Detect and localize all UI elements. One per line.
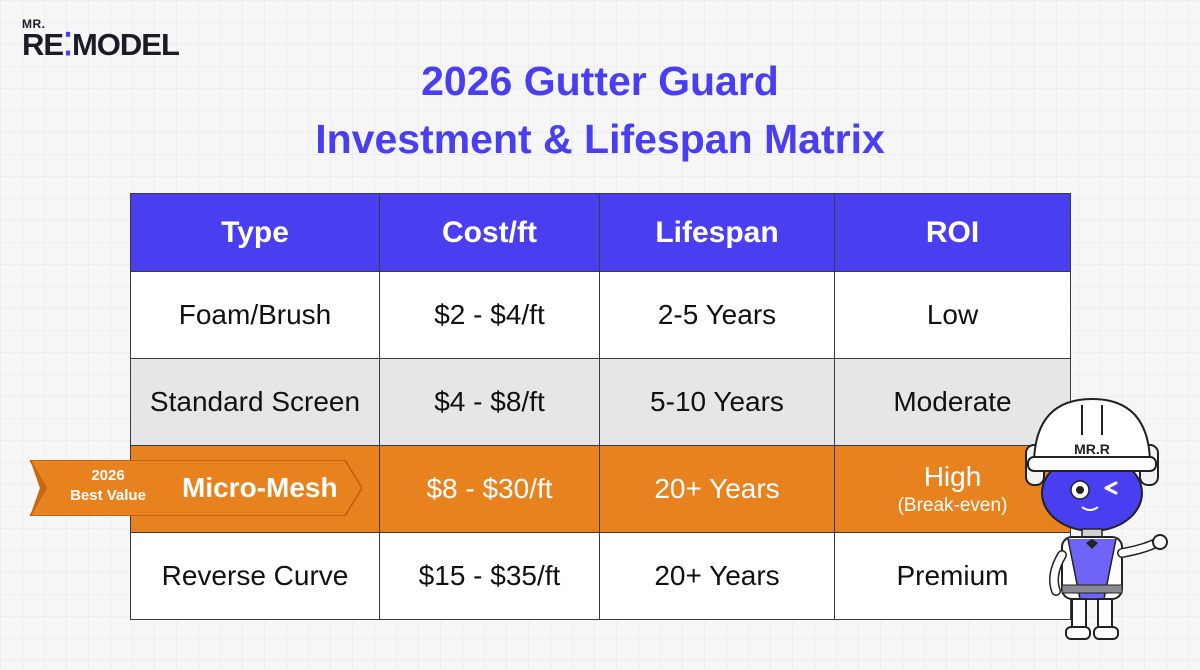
header-type: Type [130, 193, 380, 272]
table-header-row: Type Cost/ft Lifespan ROI [130, 193, 1071, 272]
logo-wordmark-end: MODEL [71, 27, 180, 62]
page-title-line1: 2026 Gutter Guard [421, 58, 779, 104]
mascot-robot-svg: MR.R [1025, 397, 1168, 640]
cell-roi-note: (Break-even) [897, 495, 1008, 516]
logo: MR. RE⁚MODEL [22, 17, 180, 62]
table-row: Standard Screen $4 - $8/ft 5-10 Years Mo… [130, 358, 1071, 446]
cell-roi: Moderate [834, 358, 1071, 446]
page-title-line2: Investment & Lifespan Matrix [315, 116, 885, 162]
cell-lifespan: 5-10 Years [599, 358, 835, 446]
table-row: Foam/Brush $2 - $4/ft 2-5 Years Low [130, 271, 1071, 359]
best-value-ribbon: 2026 Best Value Micro-Mesh [30, 460, 362, 516]
cell-lifespan: 2-5 Years [599, 271, 835, 359]
header-lifespan: Lifespan [599, 193, 835, 272]
cell-cost: $8 - $30/ft [379, 445, 600, 533]
ribbon-shape [30, 460, 362, 516]
cell-roi: High (Break-even) [834, 445, 1071, 533]
table-row: Reverse Curve $15 - $35/ft 20+ Years Pre… [130, 532, 1071, 620]
logo-wordmark-start: RE [22, 27, 64, 62]
cell-cost: $2 - $4/ft [379, 271, 600, 359]
logo-prefix: MR. [22, 17, 46, 31]
logo-wordmark: RE⁚MODEL [22, 27, 180, 62]
cell-cost: $4 - $8/ft [379, 358, 600, 446]
header-cost: Cost/ft [379, 193, 600, 272]
ribbon-text: Best Value [70, 487, 146, 504]
mascot-helmet-label: MR.R [1074, 441, 1110, 457]
logo-mark: ⁚ [63, 27, 73, 62]
cell-roi: Premium [834, 532, 1071, 620]
cell-type: Foam/Brush [130, 271, 380, 359]
comparison-table: Type Cost/ft Lifespan ROI Foam/Brush $2 … [130, 193, 1071, 620]
cell-roi: Low [834, 271, 1071, 359]
cell-type: Reverse Curve [130, 532, 380, 620]
ribbon-type-label: Micro-Mesh [182, 472, 338, 503]
ribbon-year: 2026 [91, 467, 125, 484]
cell-cost: $15 - $35/ft [379, 532, 600, 620]
cell-lifespan: 20+ Years [599, 532, 835, 620]
ribbon-label: 2026 Best Value [54, 466, 162, 506]
cell-roi-value: High [923, 461, 982, 492]
header-roi: ROI [834, 193, 1071, 272]
cell-lifespan: 20+ Years [599, 445, 835, 533]
mascot-robot-illustration: MR.R [1022, 395, 1172, 648]
cell-type: Standard Screen [130, 358, 380, 446]
